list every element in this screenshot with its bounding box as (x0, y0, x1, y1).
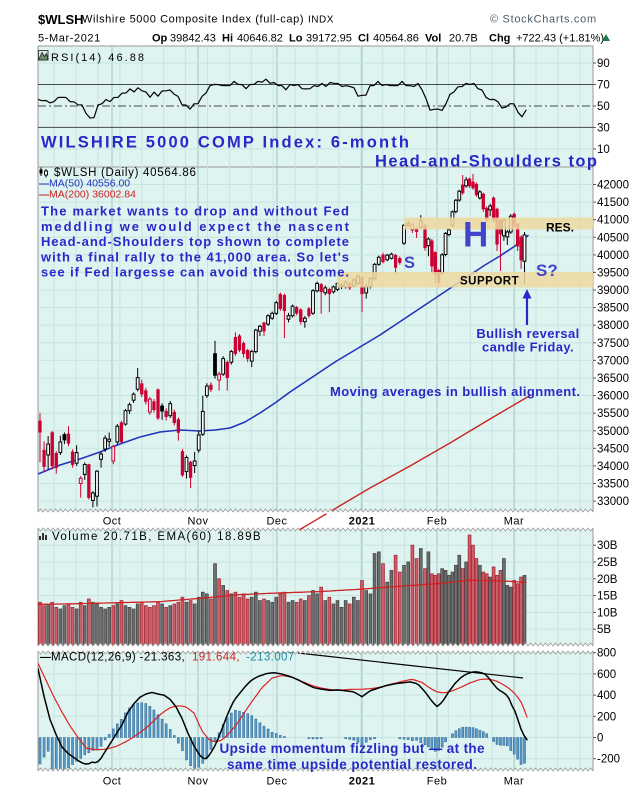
svg-text:10: 10 (597, 144, 610, 156)
svg-text:Feb: Feb (427, 776, 447, 788)
svg-text:Dec: Dec (266, 516, 287, 528)
svg-text:20B: 20B (597, 574, 618, 586)
svg-text:Feb: Feb (427, 516, 447, 528)
svg-text:Cl: Cl (358, 33, 369, 45)
svg-text:see if Fed largesse can avoid: see if Fed largesse can avoid this outco… (41, 265, 349, 280)
svg-text:40000: 40000 (597, 250, 629, 262)
svg-text:34000: 34000 (597, 461, 629, 473)
svg-text:35500: 35500 (597, 408, 629, 420)
svg-text:with a final rally to the 41,0: with a final rally to the 41,000 area. S… (40, 249, 349, 264)
svg-text:Bullish reversal: Bullish reversal (476, 326, 579, 341)
svg-text:37500: 37500 (597, 338, 629, 350)
svg-text:INDX: INDX (308, 15, 334, 26)
svg-text:—: — (40, 652, 51, 664)
svg-text:Moving averages in bullish ali: Moving averages in bullish alignment. (330, 384, 580, 399)
svg-text:MA(200) 36002.84: MA(200) 36002.84 (49, 189, 136, 201)
svg-text:-200: -200 (597, 754, 620, 766)
svg-text:© StockCharts.com: © StockCharts.com (490, 14, 597, 26)
svg-text:35000: 35000 (597, 426, 629, 438)
svg-text:30B: 30B (597, 540, 618, 552)
svg-text:600: 600 (597, 669, 616, 681)
svg-text:38500: 38500 (597, 303, 629, 315)
svg-text:5-Mar-2021: 5-Mar-2021 (38, 33, 101, 45)
svg-text:33000: 33000 (597, 496, 629, 508)
svg-text:Oct: Oct (103, 776, 122, 788)
svg-text:RSI(14) 46.88: RSI(14) 46.88 (51, 52, 144, 64)
svg-text:-213.007: -213.007 (246, 652, 295, 664)
svg-text:36000: 36000 (597, 391, 629, 403)
svg-text:Nov: Nov (187, 776, 208, 788)
svg-text:Nov: Nov (187, 516, 208, 528)
svg-text:15B: 15B (597, 591, 618, 603)
svg-text:42000: 42000 (597, 180, 629, 192)
svg-text:candle Friday.: candle Friday. (482, 340, 574, 355)
svg-text:2021: 2021 (349, 776, 375, 788)
svg-text:Dec: Dec (266, 776, 287, 788)
svg-text:41500: 41500 (597, 197, 629, 209)
svg-text:Volume 20.71B, EMA(60) 18.89B: Volume 20.71B, EMA(60) 18.89B (52, 531, 262, 543)
svg-text:10B: 10B (597, 607, 618, 619)
svg-text:H: H (463, 216, 488, 255)
svg-text:39500: 39500 (597, 267, 629, 279)
svg-text:$WLSH (Daily) 40564.86: $WLSH (Daily) 40564.86 (54, 167, 197, 179)
svg-text:MA(50) 40556.00: MA(50) 40556.00 (49, 178, 130, 190)
svg-text:MACD(12,26,9) -21.363,: MACD(12,26,9) -21.363, (51, 652, 185, 664)
svg-text:400: 400 (597, 690, 616, 702)
svg-text:90: 90 (597, 58, 610, 70)
svg-text:Lo: Lo (289, 33, 303, 45)
svg-text:Wilshire 5000 Composite Index: Wilshire 5000 Composite Index (full-cap) (82, 14, 304, 26)
svg-text:33500: 33500 (597, 479, 629, 491)
svg-text:—: — (39, 179, 49, 190)
svg-text:Upside momentum fizzling but —: Upside momentum fizzling but — at the (220, 741, 485, 756)
svg-text:Mar: Mar (504, 776, 524, 788)
svg-text:800: 800 (597, 648, 616, 660)
svg-text:same time upside potential res: same time upside potential restored. (227, 757, 477, 772)
svg-text:Op: Op (152, 33, 168, 45)
svg-text:Oct: Oct (103, 516, 122, 528)
svg-text:39000: 39000 (597, 285, 629, 297)
svg-text:191.644,: 191.644, (192, 652, 240, 664)
svg-text:Head-and-Shoulders top shown t: Head-and-Shoulders top shown to complete (41, 234, 349, 249)
svg-text:36500: 36500 (597, 373, 629, 385)
svg-text:40564.86: 40564.86 (373, 33, 419, 45)
svg-text:Hi: Hi (222, 33, 233, 45)
svg-text:Vol: Vol (425, 33, 441, 45)
svg-text:30: 30 (597, 122, 610, 134)
svg-text:50: 50 (597, 101, 610, 113)
svg-text:5B: 5B (597, 624, 611, 636)
svg-text:2021: 2021 (349, 516, 375, 528)
svg-text:SUPPORT: SUPPORT (460, 276, 519, 288)
svg-text:39842.43: 39842.43 (170, 33, 216, 45)
svg-text:70: 70 (597, 79, 610, 91)
svg-text:S: S (404, 254, 415, 272)
svg-text:38000: 38000 (597, 320, 629, 332)
svg-text:The market wants to drop and w: The market wants to drop and without Fed (41, 204, 349, 219)
svg-text:Head-and-Shoulders top: Head-and-Shoulders top (375, 153, 597, 171)
svg-text:37000: 37000 (597, 355, 629, 367)
svg-text:+722.43 (+1.81%): +722.43 (+1.81%) (516, 33, 604, 45)
svg-text:—: — (39, 190, 49, 201)
svg-text:Mar: Mar (504, 516, 524, 528)
svg-text:39172.95: 39172.95 (306, 33, 352, 45)
svg-text:40500: 40500 (597, 232, 629, 244)
svg-text:0: 0 (597, 733, 603, 745)
svg-text:S?: S? (536, 261, 558, 280)
svg-text:25B: 25B (597, 557, 618, 569)
svg-text:40646.82: 40646.82 (237, 33, 283, 45)
svg-text:$WLSH: $WLSH (38, 12, 84, 27)
svg-text:200: 200 (597, 711, 616, 723)
svg-text:RES.: RES. (546, 221, 574, 235)
svg-text:41000: 41000 (597, 215, 629, 227)
svg-text:20.7B: 20.7B (449, 33, 478, 45)
svg-text:34500: 34500 (597, 443, 629, 455)
svg-text:Chg: Chg (489, 33, 510, 45)
